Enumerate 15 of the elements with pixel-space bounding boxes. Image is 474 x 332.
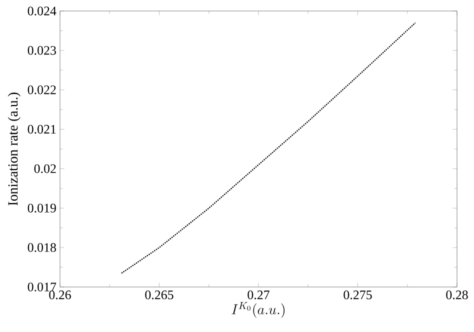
y-tick-label: 0.023 [28,46,56,55]
y-tick-label: 0.024 [28,6,56,16]
y-axis-title: Ionization rate (a.u.) [8,92,20,206]
x-tick-label: 0.27 [248,290,270,300]
x-tick-label: 0.275 [344,290,372,300]
y-tick-label: 0.019 [28,204,56,213]
x-axis-title: $I^{K_0}(a.u.)$ [232,302,285,318]
y-tick-label: 0.018 [28,243,56,252]
y-tick-label: 0.022 [28,85,56,94]
y-tick-label: 0.02 [34,164,56,174]
x-tick-label: 0.28 [446,290,468,300]
y-tick-label: 0.017 [28,282,56,292]
x-tick-label: 0.265 [145,290,174,300]
x-tick-label: 0.26 [49,290,71,300]
y-tick-label: 0.021 [28,124,56,134]
